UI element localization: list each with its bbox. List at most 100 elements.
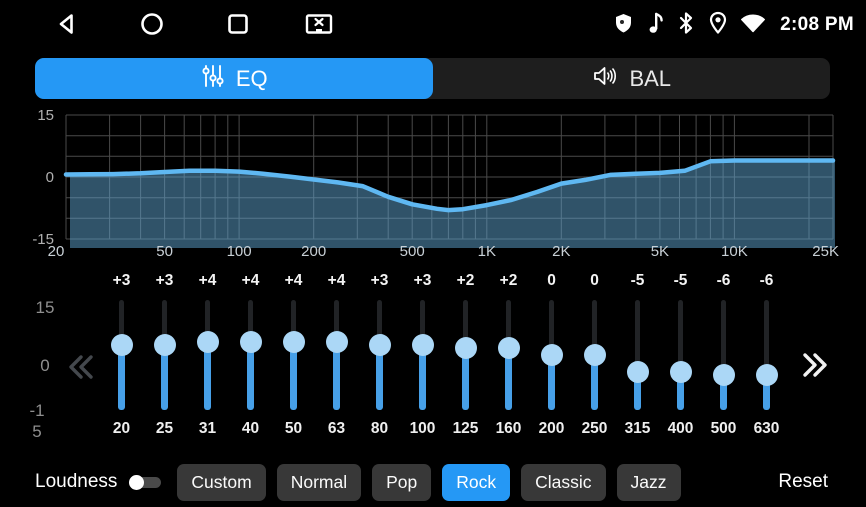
eq-slider-handle[interactable] [669, 360, 692, 383]
eq-slider-track[interactable] [755, 300, 778, 410]
eq-slider-fill [247, 341, 254, 410]
eq-slider-track[interactable] [712, 300, 735, 410]
eq-slider-fill [419, 345, 426, 410]
eq-band-value: +4 [284, 272, 303, 289]
eq-band-freq: 160 [495, 420, 522, 437]
eq-slider-handle[interactable] [454, 337, 477, 360]
eq-band-freq: 315 [624, 420, 651, 437]
eq-band-value: -6 [716, 272, 731, 289]
svg-text:0: 0 [46, 169, 54, 186]
eq-slider-track[interactable] [153, 300, 176, 410]
eq-slider-handle[interactable] [110, 334, 133, 356]
eq-band-200: 0 200 [530, 272, 573, 438]
footer-bar: Loudness Custom Normal Pop Rock Classic Jazz … [0, 461, 866, 503]
slider-scale-min: -15 [29, 401, 45, 441]
eq-slider-track[interactable] [411, 300, 434, 410]
eq-band-value: +3 [112, 272, 131, 289]
svg-text:15: 15 [37, 107, 54, 124]
eq-band-20: +3 20 [100, 272, 143, 438]
eq-slider-track[interactable] [454, 300, 477, 410]
preset-normal[interactable]: Normal [276, 463, 362, 501]
eq-curve-fill [66, 160, 835, 248]
status-bar: 2:08 PM [0, 0, 866, 50]
eq-slider-track[interactable] [583, 300, 606, 410]
svg-text:20: 20 [48, 243, 65, 260]
screen-off-icon[interactable] [304, 13, 334, 37]
slider-scale-zero: 0 [40, 356, 50, 375]
eq-slider-fill [462, 348, 469, 410]
eq-slider-handle[interactable] [755, 364, 778, 386]
back-icon[interactable] [54, 11, 80, 37]
eq-band-100: +3 100 [401, 272, 444, 438]
svg-text:-15: -15 [32, 231, 54, 248]
eq-slider-handle[interactable] [712, 364, 735, 386]
eq-band-freq: 250 [581, 420, 608, 437]
chevron-left-icon[interactable] [64, 349, 98, 385]
eq-slider-fill [333, 341, 340, 410]
eq-slider-track[interactable] [540, 300, 563, 410]
preset-pop[interactable]: Pop [372, 463, 432, 501]
preset-classic[interactable]: Classic [521, 463, 606, 501]
eq-slider-fill [118, 345, 125, 410]
eq-slider-fill [161, 345, 168, 410]
eq-band-value: 0 [590, 272, 599, 289]
eq-slider-track[interactable] [368, 300, 391, 410]
recents-icon[interactable] [225, 11, 251, 37]
eq-slider-handle[interactable] [368, 334, 391, 356]
reset-button[interactable]: Reset [778, 471, 828, 492]
eq-band-freq: 50 [284, 420, 303, 437]
speaker-icon [591, 63, 619, 95]
eq-slider-track[interactable] [110, 300, 133, 410]
eq-slider-track[interactable] [497, 300, 520, 410]
eq-band-value: -6 [759, 272, 774, 289]
svg-text:50: 50 [156, 243, 173, 260]
tab-bal[interactable]: BAL [433, 58, 831, 99]
eq-band-50: +4 50 [272, 272, 315, 438]
eq-band-freq: 100 [409, 420, 436, 437]
eq-band-freq: 63 [327, 420, 346, 437]
eq-slider-track[interactable] [325, 300, 348, 410]
eq-slider-fill [591, 355, 598, 410]
preset-buttons: Custom Normal Pop Rock Classic Jazz [177, 463, 681, 501]
eq-band-630: -6 630 [745, 272, 788, 438]
home-icon[interactable] [139, 11, 165, 37]
eq-band-31: +4 31 [186, 272, 229, 438]
eq-band-125: +2 125 [444, 272, 487, 438]
svg-text:1K: 1K [478, 243, 496, 260]
preset-rock[interactable]: Rock [442, 463, 511, 501]
eq-slider-handle[interactable] [196, 330, 219, 353]
eq-slider-fill [634, 371, 641, 410]
eq-slider-handle[interactable] [325, 330, 348, 353]
eq-slider-handle[interactable] [239, 330, 262, 353]
music-note-icon [644, 11, 664, 40]
eq-slider-handle[interactable] [583, 344, 606, 366]
eq-band-value: +4 [327, 272, 346, 289]
preset-jazz[interactable]: Jazz [616, 463, 681, 501]
eq-slider-track[interactable] [282, 300, 305, 410]
eq-slider-handle[interactable] [282, 330, 305, 353]
eq-slider-handle[interactable] [626, 360, 649, 383]
clock: 2:08 PM [780, 14, 854, 35]
svg-text:200: 200 [301, 243, 326, 260]
tab-bar: EQ BAL [35, 58, 830, 99]
eq-slider-track[interactable] [669, 300, 692, 410]
preset-custom[interactable]: Custom [177, 463, 266, 501]
eq-slider-handle[interactable] [411, 334, 434, 356]
eq-band-freq: 125 [452, 420, 479, 437]
loudness-toggle[interactable] [129, 474, 162, 490]
eq-band-sliders: +3 20 +3 25 +4 31 +4 40 +4 50 +4 63 +3 80 +3 100 +2 125 +2… [100, 272, 788, 438]
eq-slider-handle[interactable] [540, 344, 563, 366]
eq-slider-track[interactable] [626, 300, 649, 410]
chevron-right-icon[interactable] [798, 347, 832, 383]
tab-eq[interactable]: EQ [35, 58, 433, 99]
eq-slider-track[interactable] [196, 300, 219, 410]
eq-slider-track[interactable] [239, 300, 262, 410]
eq-band-250: 0 250 [573, 272, 616, 438]
eq-slider-handle[interactable] [497, 337, 520, 360]
loudness-label: Loudness [35, 471, 118, 492]
equalizer-sliders-icon [200, 63, 226, 95]
eq-band-value: +3 [155, 272, 174, 289]
eq-slider-handle[interactable] [153, 334, 176, 356]
eq-band-freq: 25 [155, 420, 174, 437]
